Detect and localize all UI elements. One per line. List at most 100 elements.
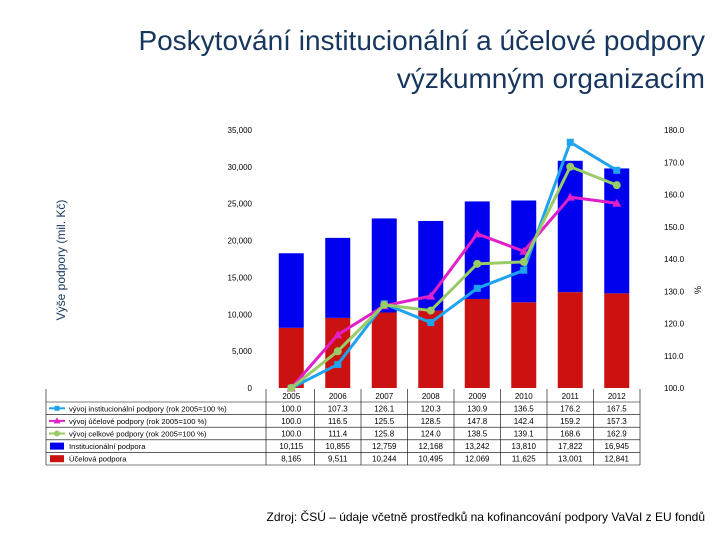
chart-title-line-2: výzkumným organizacím — [396, 63, 705, 94]
legend-key-marker — [53, 417, 61, 424]
y2-tick-label: 160.0 — [664, 191, 685, 200]
series-marker — [565, 192, 575, 201]
table-cell: 13,001 — [558, 455, 583, 464]
bar-institucionalni — [464, 201, 490, 300]
table-cell: 111.4 — [328, 430, 347, 439]
table-cell: 159.2 — [560, 417, 581, 426]
series-marker — [287, 384, 296, 392]
table-cell: 100.0 — [281, 417, 302, 426]
bar-institucionalni — [557, 160, 583, 293]
series-marker — [426, 291, 436, 300]
series-marker — [613, 166, 621, 174]
series-marker — [334, 360, 342, 368]
category-label: 2007 — [375, 392, 393, 401]
table-cell: 168.6 — [560, 430, 581, 439]
chart-title: Poskytování institucionální a účelové po… — [60, 22, 705, 98]
category-label: 2012 — [608, 392, 626, 401]
series-line — [290, 195, 617, 389]
y-tick-label: 30,000 — [228, 163, 253, 172]
table-cell: 138.5 — [467, 430, 488, 439]
series-marker — [566, 162, 575, 171]
table-cell: 136.5 — [514, 404, 535, 413]
bar-institucionalni — [371, 218, 397, 313]
y-tick-label: 20,000 — [228, 237, 253, 246]
series-marker — [333, 330, 343, 339]
table-cell: 167.5 — [607, 404, 628, 413]
source-note: Zdroj: ČSÚ – údaje včetně prostředků na … — [266, 510, 705, 524]
table-cell: 126.1 — [374, 404, 395, 413]
category-label: 2008 — [422, 392, 440, 401]
table-cell: 12,168 — [419, 442, 444, 451]
table-cell: 10,495 — [419, 455, 444, 464]
table-cell: 10,855 — [326, 442, 351, 451]
legend-key-swatch — [50, 455, 64, 463]
y2-tick-label: 120.0 — [664, 320, 685, 329]
y-tick-label: 15,000 — [228, 273, 253, 282]
table-cell: 125.5 — [374, 417, 395, 426]
series-marker — [520, 266, 528, 274]
table-cell: 107.3 — [328, 404, 349, 413]
y2-tick-label: 180.0 — [664, 126, 685, 135]
series-marker — [426, 306, 435, 315]
table-cell: 12,841 — [605, 455, 630, 464]
table-cell: 17,822 — [558, 442, 583, 451]
table-cell: 10,244 — [372, 455, 397, 464]
series-marker — [519, 246, 529, 255]
table-cell: 100.0 — [281, 430, 302, 439]
table-cell: 11,625 — [512, 455, 536, 464]
table-cell: 12,069 — [465, 455, 490, 464]
y2-tick-label: 130.0 — [664, 287, 685, 296]
y-tick-label: 0 — [248, 384, 253, 393]
y2-tick-label: 140.0 — [664, 255, 685, 264]
table-cell: 130.9 — [467, 404, 488, 413]
table-cell: 147.8 — [467, 417, 488, 426]
category-label: 2009 — [468, 392, 486, 401]
category-label: 2011 — [562, 392, 580, 401]
series-marker — [612, 181, 621, 190]
bar-institucionalni — [604, 168, 630, 294]
legend-entry: Účelová podpora — [69, 455, 127, 464]
table-cell: 139.1 — [514, 430, 535, 439]
bar-institucionalni — [325, 237, 351, 318]
series-marker — [472, 229, 482, 238]
bar-ucelova — [604, 293, 630, 388]
category-label: 2005 — [282, 392, 300, 401]
legend-entry: vývoj institucionální podpory (rok 2005=… — [69, 404, 227, 413]
y-tick-label: 25,000 — [228, 200, 253, 209]
table-cell: 128.5 — [421, 417, 442, 426]
table-cell: 124.0 — [421, 430, 442, 439]
legend-entry: vývoj celkové podpory (rok 2005=100 %) — [69, 430, 207, 439]
series-marker — [473, 284, 481, 292]
legend-key-swatch — [50, 442, 64, 450]
table-cell: 8,165 — [281, 455, 302, 464]
y-tick-label: 35,000 — [228, 126, 253, 135]
legend-key-marker — [54, 430, 60, 437]
y2-tick-label: 100.0 — [664, 384, 685, 393]
series-marker — [380, 300, 389, 309]
category-label: 2006 — [329, 392, 347, 401]
y-axis-label: Výše podpory (mil. Kč) — [54, 200, 68, 321]
y-tick-label: 10,000 — [228, 310, 253, 319]
table-cell: 125.8 — [374, 430, 395, 439]
table-cell: 176.2 — [560, 404, 581, 413]
chart-title-line-1: Poskytování institucionální a účelové po… — [138, 25, 705, 56]
table-cell: 157.3 — [607, 417, 628, 426]
series-marker — [612, 198, 622, 207]
bar-ucelova — [511, 302, 537, 388]
y-tick-label: 5,000 — [232, 347, 253, 356]
table-cell: 12,759 — [372, 442, 397, 451]
legend-entry: Institucionální podpora — [69, 442, 146, 451]
series-marker — [473, 259, 482, 268]
table-cell: 9,511 — [328, 455, 348, 464]
series-line — [290, 164, 618, 390]
bar-institucionalni — [278, 253, 304, 328]
series-marker — [333, 347, 342, 356]
table-cell: 10,115 — [279, 442, 303, 451]
y2-tick-label: 150.0 — [664, 223, 685, 232]
bar-ucelova — [557, 292, 583, 388]
legend-key-marker — [54, 405, 60, 411]
table-cell: 13,242 — [465, 442, 490, 451]
series-marker — [566, 138, 574, 146]
bar-ucelova — [371, 312, 397, 388]
